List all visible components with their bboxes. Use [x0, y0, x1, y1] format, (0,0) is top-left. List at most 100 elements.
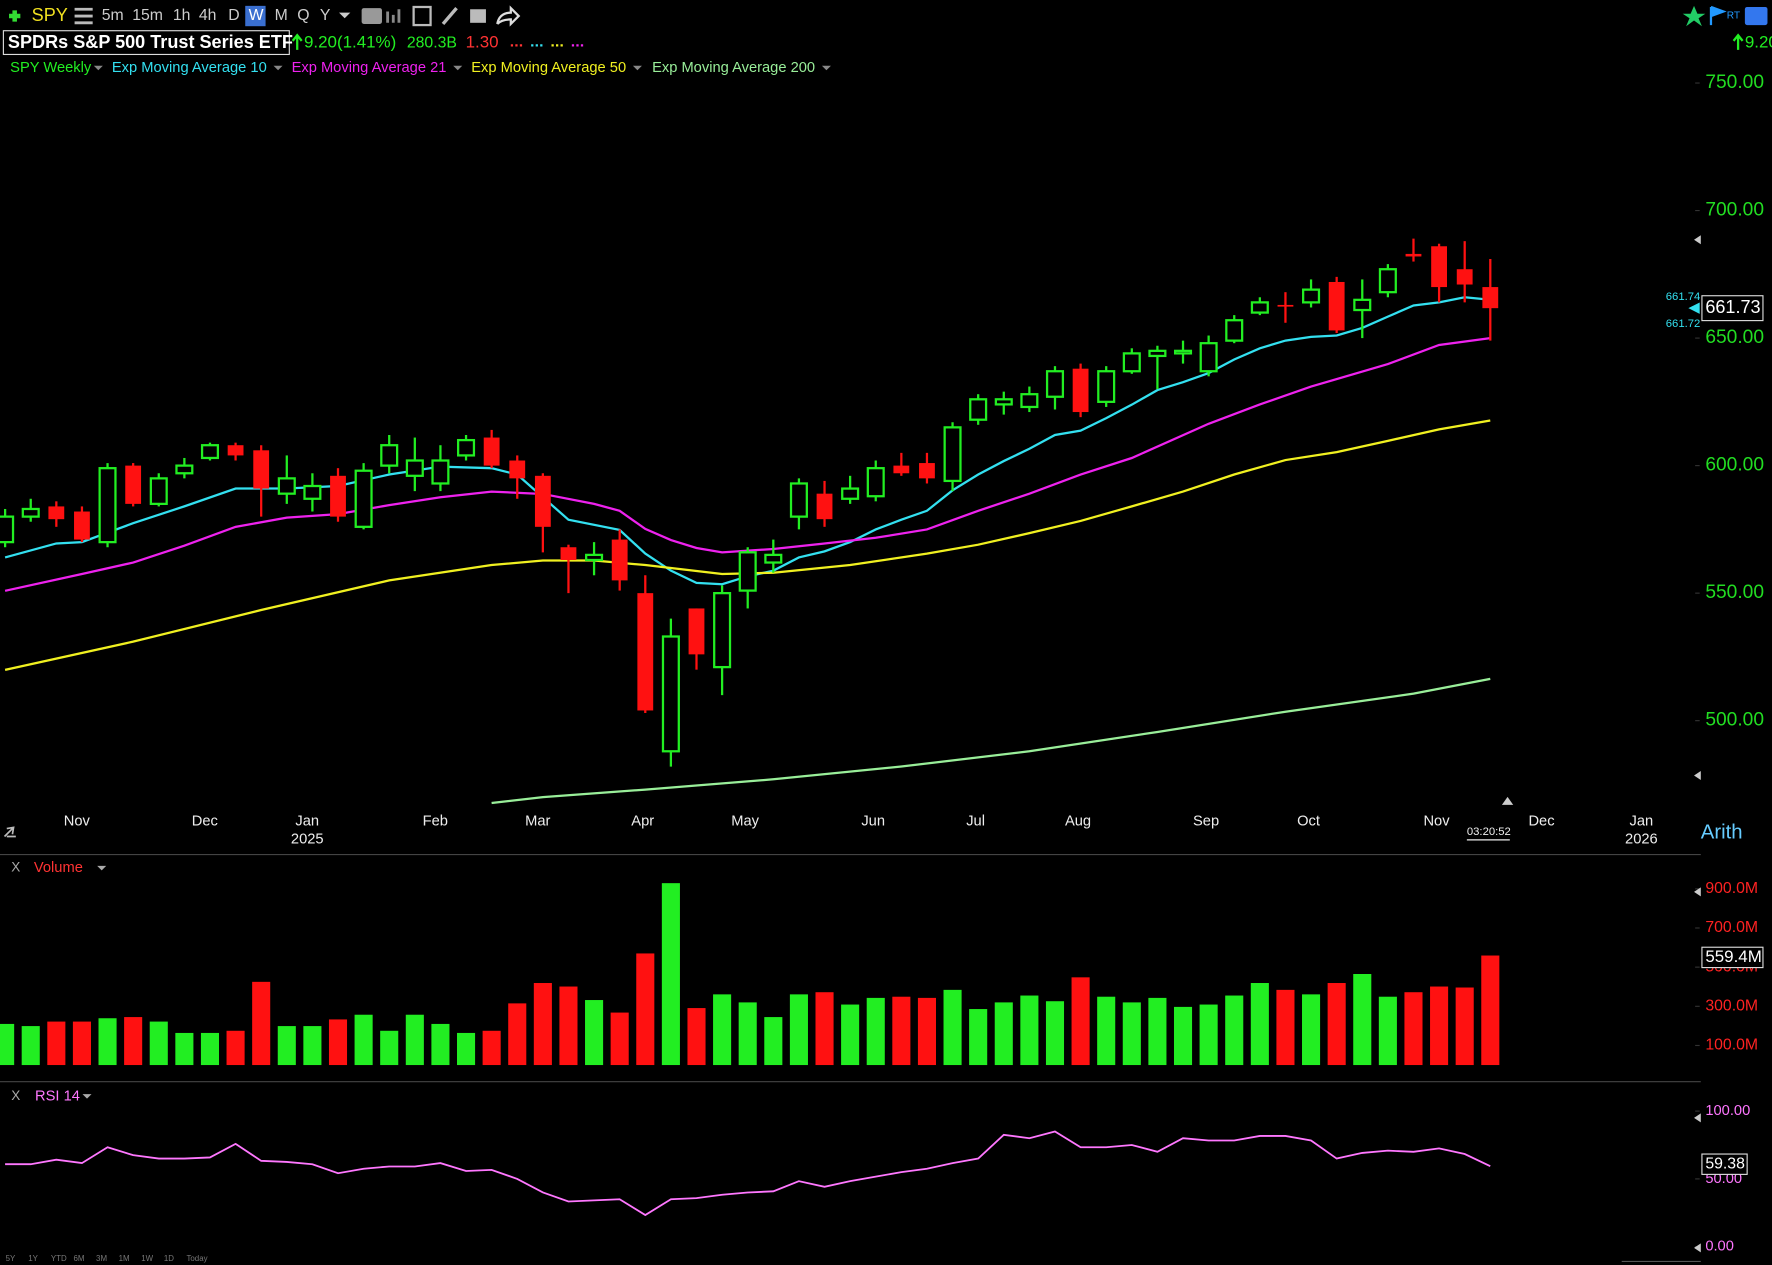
candle-body	[943, 426, 962, 483]
candle-body	[330, 475, 346, 517]
dropdown[interactable]	[632, 65, 642, 71]
last-value: 559.4M	[1705, 947, 1762, 966]
candle-body	[560, 547, 577, 560]
legend-entry[interactable]: Exp Moving Average 21	[292, 60, 447, 76]
dropdown[interactable]	[97, 865, 107, 871]
dropdown[interactable]	[821, 65, 831, 71]
range[interactable]: Today	[186, 1254, 207, 1263]
volume-bar	[303, 1026, 322, 1066]
range[interactable]: 3M	[96, 1254, 107, 1263]
interval[interactable]: 15m	[132, 7, 163, 24]
volume-bar	[456, 1032, 476, 1066]
interval[interactable]: Y	[320, 7, 331, 24]
y-tick-label: 700.0M	[1705, 919, 1758, 936]
legend: SPY Weekly Exp Moving Average 10 Exp Movin…	[10, 60, 831, 76]
interval[interactable]: Q	[297, 7, 309, 24]
legend-entry[interactable]: SPY Weekly	[10, 60, 92, 76]
candle-body	[1378, 268, 1397, 294]
last-price-pointer	[1688, 302, 1700, 314]
dropdown[interactable]	[93, 65, 103, 71]
volume-bar	[1378, 996, 1397, 1066]
candle-body	[969, 398, 988, 421]
candle-body	[253, 450, 270, 489]
range[interactable]: 1W	[141, 1254, 153, 1263]
range[interactable]: 6M	[73, 1254, 84, 1263]
close-panel[interactable]: X	[11, 860, 20, 875]
tool-icon[interactable]	[470, 9, 486, 23]
candle-body	[431, 459, 450, 485]
symbol[interactable]: SPY	[32, 5, 68, 25]
app-icon[interactable]	[1744, 6, 1768, 26]
scroll-marker	[1501, 796, 1514, 805]
dropdown[interactable]	[339, 12, 351, 19]
x-tick-label: Sep	[1193, 814, 1219, 830]
interval[interactable]: 4h	[199, 7, 217, 24]
legend-entry[interactable]: Exp Moving Average 50	[471, 60, 626, 76]
y-tick-label: 0.00	[1705, 1239, 1734, 1255]
panel-title: Volume	[34, 860, 83, 876]
star-icon[interactable]	[1682, 5, 1706, 27]
volume-bar	[1455, 987, 1474, 1066]
flag-icon[interactable]	[1709, 5, 1727, 26]
close-panel[interactable]: X	[11, 1088, 20, 1103]
dropdown[interactable]	[82, 1094, 92, 1099]
range[interactable]: 1D	[164, 1254, 174, 1263]
candle-body	[1122, 352, 1141, 373]
volume-bar	[431, 1023, 450, 1066]
candle-body	[637, 593, 654, 711]
range[interactable]: 5Y	[6, 1254, 16, 1263]
name-box	[2, 30, 290, 56]
interval[interactable]: 5m	[102, 7, 124, 24]
volume-bar	[1045, 1001, 1065, 1066]
list-icon[interactable]	[74, 7, 93, 25]
tool-icon[interactable]	[412, 5, 432, 27]
volume-total: 280.3B	[407, 34, 457, 51]
interval[interactable]: W	[249, 7, 264, 24]
legend-entry[interactable]: Exp Moving Average 10	[112, 60, 267, 76]
candle-body	[0, 515, 15, 544]
candle-body	[789, 482, 808, 518]
range[interactable]: 1M	[119, 1254, 130, 1263]
y-tick-label: 750.00	[1705, 72, 1764, 93]
candle-body	[200, 444, 220, 460]
dropdown[interactable]	[453, 65, 463, 71]
candle-body	[277, 477, 296, 495]
scale-mode[interactable]: Arith	[1701, 821, 1743, 843]
dropdown[interactable]	[273, 65, 283, 71]
x-tick-label: Jun	[861, 814, 885, 830]
rsi-line	[5, 1130, 1491, 1217]
volume-bar	[661, 883, 680, 1066]
plot: 500.00 550.00 600.00 650.00 700.00 750.00 Nov D…	[0, 72, 1764, 1255]
range[interactable]: YTD	[51, 1254, 67, 1263]
y-tick-label: 650.00	[1705, 327, 1764, 348]
candle-body	[764, 553, 783, 564]
tool-icon[interactable]	[386, 9, 401, 23]
volume-bar	[405, 1014, 424, 1066]
x-tick-label: Jul	[966, 814, 985, 830]
interval[interactable]: 1h	[173, 7, 191, 24]
draw-icon[interactable]	[441, 7, 458, 26]
volume-bar	[21, 1026, 40, 1066]
candle-body	[1020, 393, 1039, 409]
range[interactable]: 1Y	[28, 1254, 38, 1263]
tool-icon[interactable]	[361, 8, 382, 24]
volume-bar	[917, 997, 936, 1066]
candle-body	[1456, 269, 1473, 285]
share-icon[interactable]	[496, 5, 521, 27]
volume-bar	[0, 1023, 15, 1066]
last-value-box	[1701, 1153, 1748, 1175]
interval[interactable]: M	[275, 7, 288, 24]
add-icon[interactable]	[9, 10, 21, 22]
reset-icon[interactable]	[3, 826, 16, 838]
range-bar: 5Y 1Y YTD 6M 3M 1M 1W 1D Today	[6, 1254, 208, 1263]
x-tick-label: Aug	[1065, 814, 1091, 830]
interval[interactable]: D	[228, 7, 239, 24]
legend-entry[interactable]: Exp Moving Average 200	[652, 60, 815, 76]
ma-line	[4, 336, 1491, 592]
volume-bar	[713, 994, 732, 1066]
volume-bar	[1276, 989, 1295, 1066]
volume-bar	[1020, 995, 1039, 1066]
volume-bar	[1199, 1004, 1218, 1066]
candle-body	[1328, 281, 1345, 331]
